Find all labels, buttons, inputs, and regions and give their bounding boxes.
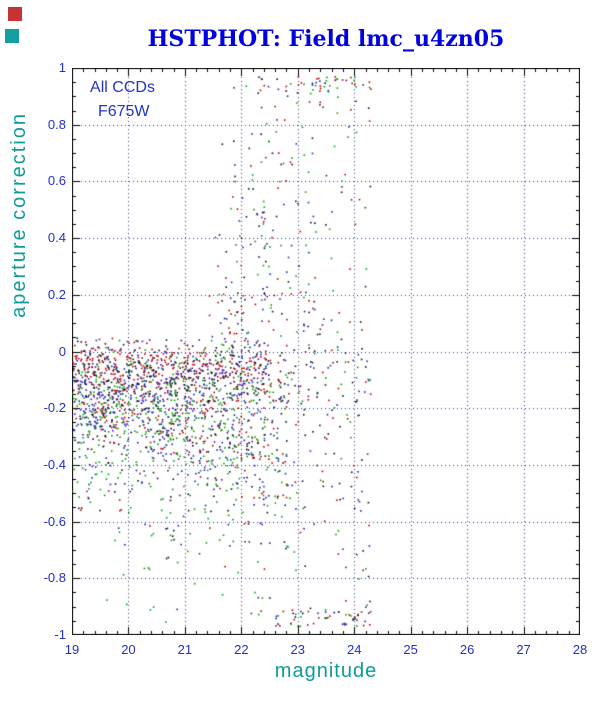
x-tick-label: 21 [177,642,193,657]
y-tick-label: 0.4 [47,230,66,246]
x-tick-label: 27 [516,642,531,657]
x-tick-label: 22 [234,642,249,657]
x-tick-label: 23 [290,642,305,657]
annotation-filter-f675w: F675W [97,102,150,120]
plot-title: HSTPHOT: Field lmc_u4zn05 [147,26,505,52]
x-tick-label: 26 [459,642,475,657]
x-tick-label: 20 [121,642,136,657]
window-control-teal-square[interactable] [5,29,19,43]
y-tick-label: -0.6 [43,513,66,529]
y-tick-label: 0.6 [47,173,66,189]
plot-area [72,68,580,635]
y-tick-label: 0.2 [47,286,66,302]
x-tick-label: 28 [572,642,588,657]
y-tick-label: 0.8 [47,116,66,132]
x-tick-label: 25 [403,642,418,657]
x-tick-label: 19 [64,642,80,657]
y-tick-label: -1 [54,627,66,642]
y-tick-label: -0.4 [43,456,66,472]
annotation-all-ccds: All CCDs [90,78,155,96]
x-axis-label: magnitude [274,660,378,682]
x-tick-label: 24 [346,642,362,657]
y-tick-label: 1 [58,60,66,75]
y-tick-label: -0.8 [43,570,66,586]
window-control-red-square[interactable] [8,7,22,21]
scatter-plot-canvas [72,68,580,635]
y-tick-label: 0 [58,343,66,359]
y-tick-label: -0.2 [43,400,66,416]
